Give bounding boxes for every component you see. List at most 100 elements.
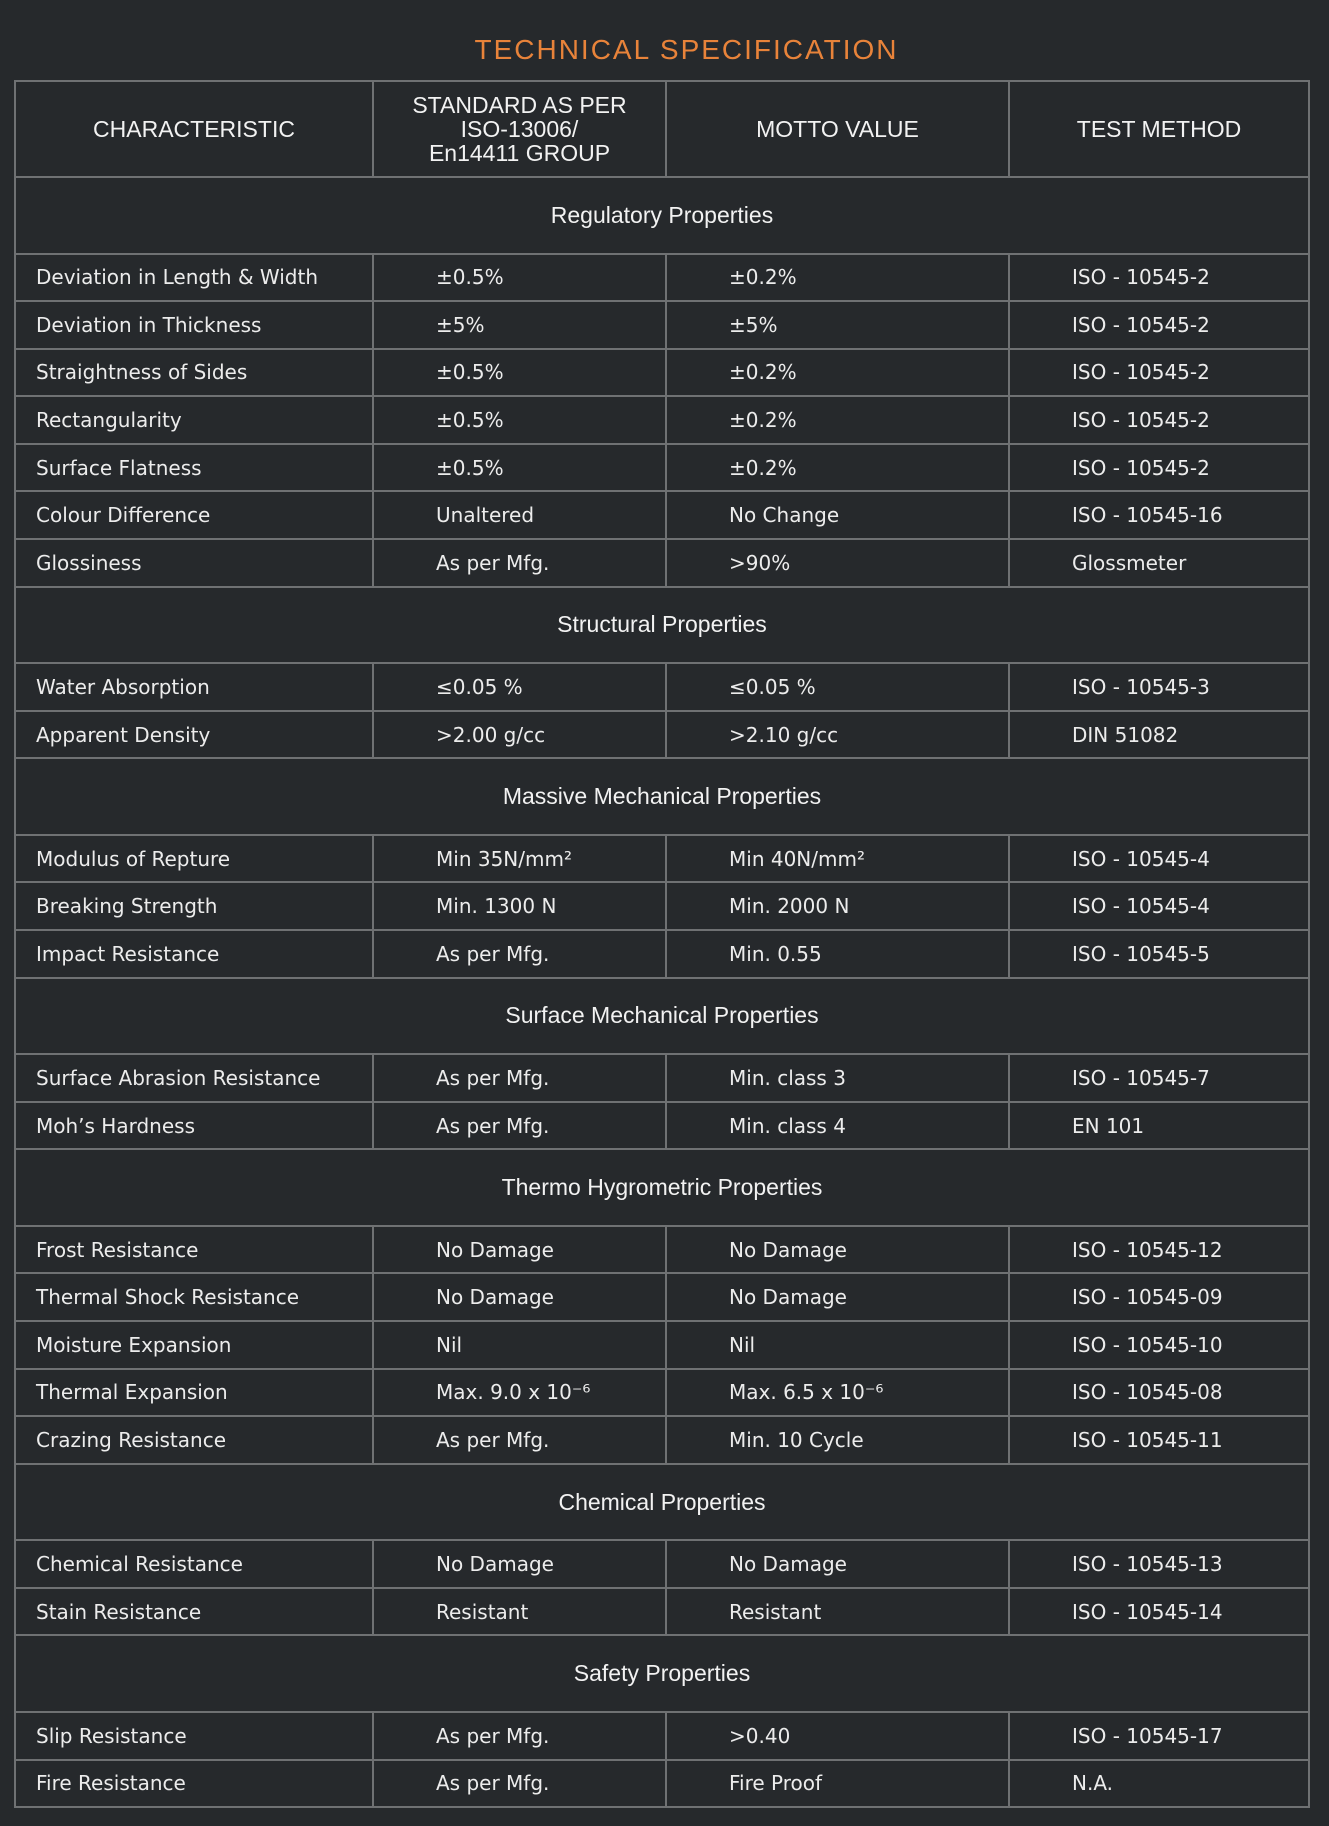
cell-standard: As per Mfg. [372,1710,667,1761]
cell-test-method: ISO - 10545-17 [1008,1710,1310,1761]
table-row: Moisture Expansion Nil Nil ISO - 10545-10 [14,1320,1310,1370]
table-row: Thermal Shock Resistance No Damage No Dama… [14,1272,1310,1322]
cell-motto-value: >2.10 g/cc [665,709,1010,760]
table-row: Colour Difference Unaltered No Change ISO -… [14,490,1310,541]
cell-test-method: Glossmeter [1008,538,1310,588]
table-row: Glossiness As per Mfg. >90% Glossmeter [14,538,1310,588]
table-row: Moh’s Hardness As per Mfg. Min. class 4 EN … [14,1100,1310,1151]
table-row: Straightness of Sides ±0.5% ±0.2% ISO - 105… [14,347,1310,398]
cell-motto-value: No Damage [665,1272,1010,1322]
table-row: Water Absorption ≤0.05 % ≤0.05 % ISO - 1054… [14,662,1310,712]
cell-test-method: DIN 51082 [1008,709,1310,760]
cell-motto-value: Fire Proof [665,1758,1010,1809]
cell-motto-value: No Damage [665,1224,1010,1275]
cell-test-method: N.A. [1008,1758,1310,1809]
section-row: Structural Properties [14,585,1310,665]
table-row: Slip Resistance As per Mfg. >0.40 ISO - 105… [14,1710,1310,1761]
cell-test-method: ISO - 10545-11 [1008,1415,1310,1465]
table-row: Apparent Density >2.00 g/cc >2.10 g/cc DIN … [14,709,1310,760]
cell-test-method: ISO - 10545-08 [1008,1367,1310,1418]
table-row: Crazing Resistance As per Mfg. Min. 10 Cyc… [14,1415,1310,1465]
cell-test-method: ISO - 10545-16 [1008,490,1310,541]
cell-characteristic: Water Absorption [14,662,374,712]
cell-standard: No Damage [372,1224,667,1275]
cell-test-method: ISO - 10545-4 [1008,833,1310,884]
cell-characteristic: Glossiness [14,538,374,588]
table-row: Chemical Resistance No Damage No Damage ISO… [14,1539,1310,1589]
table-row: Surface Flatness ±0.5% ±0.2% ISO - 10545-2 [14,442,1310,493]
table-row: Fire Resistance As per Mfg. Fire Proof N.A. [14,1758,1310,1809]
section-row: Chemical Properties [14,1462,1310,1542]
cell-standard: ≤0.05 % [372,662,667,712]
cell-test-method: ISO - 10545-2 [1008,395,1310,445]
cell-motto-value: Resistant [665,1586,1010,1637]
header-test-method: TEST METHOD [1008,80,1310,178]
cell-characteristic: Deviation in Thickness [14,300,374,350]
cell-motto-value: Min. class 3 [665,1053,1010,1103]
section-row: Thermo Hygrometric Properties [14,1148,1310,1227]
cell-characteristic: Colour Difference [14,490,374,541]
cell-standard: As per Mfg. [372,1415,667,1465]
cell-motto-value: ±5% [665,300,1010,350]
cell-characteristic: Straightness of Sides [14,347,374,398]
cell-test-method: ISO - 10545-14 [1008,1586,1310,1637]
cell-motto-value: Min. 10 Cycle [665,1415,1010,1465]
cell-motto-value: Min 40N/mm² [665,833,1010,884]
cell-motto-value: No Damage [665,1539,1010,1589]
cell-characteristic: Surface Flatness [14,442,374,493]
table-row: Deviation in Length & Width ±0.5% ±0.2% ISO… [14,252,1310,303]
section-row: Massive Mechanical Properties [14,757,1310,836]
header-standard-line: ISO-13006/ [460,116,579,142]
cell-motto-value: >0.40 [665,1710,1010,1761]
cell-standard: Min. 1300 N [372,881,667,932]
header-standard-line: STANDARD AS PER [412,92,627,118]
cell-test-method: ISO - 10545-3 [1008,662,1310,712]
cell-test-method: ISO - 10545-7 [1008,1053,1310,1103]
cell-standard: ±0.5% [372,347,667,398]
cell-characteristic: Thermal Expansion [14,1367,374,1418]
cell-motto-value: Nil [665,1320,1010,1370]
cell-standard: Max. 9.0 x 10⁻⁶ [372,1367,667,1418]
cell-characteristic: Thermal Shock Resistance [14,1272,374,1322]
cell-standard: As per Mfg. [372,929,667,979]
table-row: Modulus of Repture Min 35N/mm² Min 40N/mm²… [14,833,1310,884]
cell-standard: Min 35N/mm² [372,833,667,884]
cell-test-method: ISO - 10545-09 [1008,1272,1310,1322]
cell-standard: Nil [372,1320,667,1370]
cell-characteristic: Moisture Expansion [14,1320,374,1370]
cell-motto-value: >90% [665,538,1010,588]
page-title: TECHNICAL SPECIFICATION [474,34,899,65]
cell-standard: As per Mfg. [372,538,667,588]
section-heading: Safety Properties [14,1634,1310,1713]
cell-characteristic: Crazing Resistance [14,1415,374,1465]
section-row: Regulatory Properties [14,176,1310,255]
table-row: Thermal Expansion Max. 9.0 x 10⁻⁶ Max. 6.5… [14,1367,1310,1418]
cell-motto-value: ±0.2% [665,252,1010,303]
cell-test-method: ISO - 10545-2 [1008,442,1310,493]
cell-standard: ±0.5% [372,395,667,445]
cell-characteristic: Deviation in Length & Width [14,252,374,303]
cell-test-method: ISO - 10545-5 [1008,929,1310,979]
cell-standard: As per Mfg. [372,1053,667,1103]
cell-test-method: ISO - 10545-12 [1008,1224,1310,1275]
cell-characteristic: Modulus of Repture [14,833,374,884]
cell-motto-value: Max. 6.5 x 10⁻⁶ [665,1367,1010,1418]
cell-characteristic: Surface Abrasion Resistance [14,1053,374,1103]
cell-motto-value: ±0.2% [665,347,1010,398]
cell-test-method: ISO - 10545-4 [1008,881,1310,932]
table-row: Rectangularity ±0.5% ±0.2% ISO - 10545-2 [14,395,1310,445]
section-heading: Massive Mechanical Properties [14,757,1310,836]
table-row: Frost Resistance No Damage No Damage ISO - … [14,1224,1310,1275]
cell-standard: Resistant [372,1586,667,1637]
cell-characteristic: Moh’s Hardness [14,1100,374,1151]
cell-standard: ±5% [372,300,667,350]
cell-standard: No Damage [372,1539,667,1589]
cell-motto-value: Min. 2000 N [665,881,1010,932]
cell-motto-value: Min. class 4 [665,1100,1010,1151]
cell-characteristic: Frost Resistance [14,1224,374,1275]
header-row: CHARACTERISTIC STANDARD AS PER ISO-13006/… [14,80,1310,178]
cell-test-method: ISO - 10545-13 [1008,1539,1310,1589]
section-heading: Surface Mechanical Properties [14,976,1310,1056]
section-heading: Structural Properties [14,585,1310,665]
